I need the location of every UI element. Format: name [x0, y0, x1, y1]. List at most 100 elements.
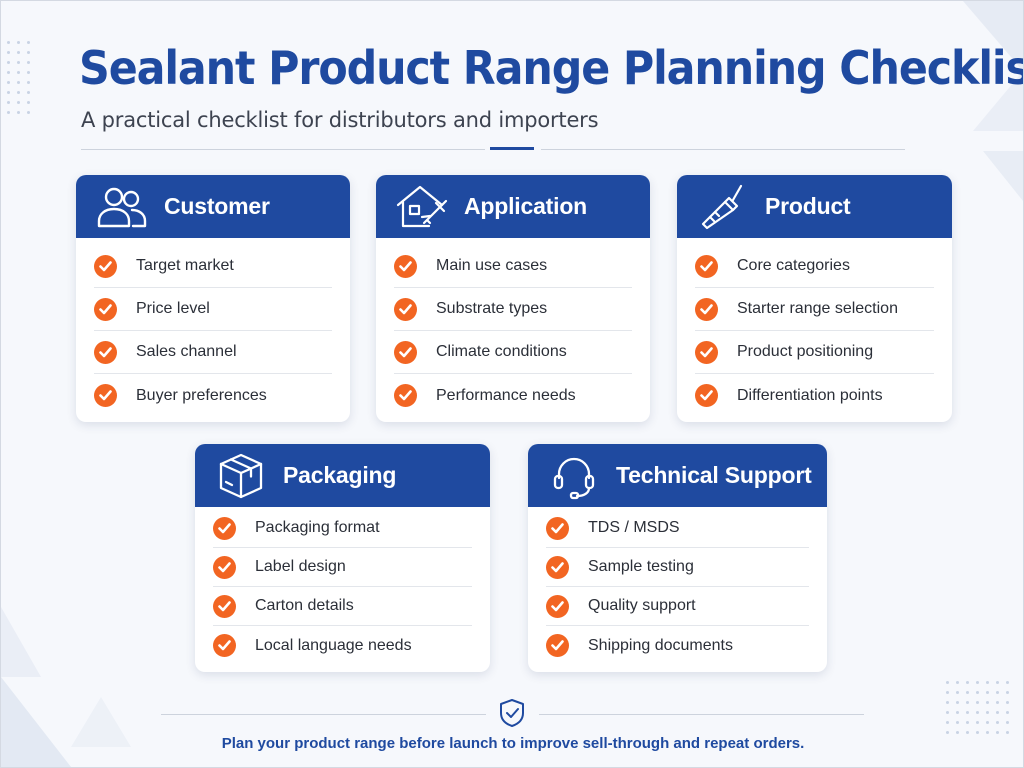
card-header: Product	[677, 175, 952, 238]
checklist-item: Starter range selection	[695, 288, 934, 331]
checklist-item: Core categories	[695, 245, 934, 288]
checklist-item: Main use cases	[394, 245, 632, 288]
check-icon	[213, 516, 236, 540]
checklist-item: Sales channel	[94, 331, 332, 374]
card-application: Application Main use cases Substrate typ…	[376, 175, 650, 422]
card-title: Technical Support	[616, 462, 812, 488]
checklist-item-label: Climate conditions	[436, 343, 567, 360]
checklist-item: Sample testing	[546, 548, 809, 587]
divider	[541, 149, 905, 150]
card-title: Product	[765, 193, 851, 219]
check-icon	[213, 594, 236, 618]
checklist: Packaging format Label design Carton det…	[195, 507, 490, 665]
checklist-item-label: Buyer preferences	[136, 386, 267, 404]
check-icon	[695, 254, 718, 278]
checklist-item-label: Starter range selection	[737, 300, 898, 317]
checklist-item: Label design	[213, 548, 472, 587]
decor-triangle	[1, 607, 41, 677]
checklist-item: Differentiation points	[695, 374, 934, 417]
card-header: Technical Support	[528, 444, 827, 507]
card-packaging: Packaging Packaging format Label design …	[195, 444, 490, 672]
checklist-item-label: Differentiation points	[737, 386, 883, 404]
check-icon	[695, 384, 718, 407]
shield-check-icon	[498, 698, 526, 728]
check-icon	[213, 555, 236, 579]
card-product: Product Core categories Starter range se…	[677, 175, 952, 422]
card-technical-support: Technical Support TDS / MSDS Sample test…	[528, 444, 827, 672]
check-icon	[94, 340, 117, 364]
decor-triangle	[963, 1, 1023, 71]
checklist-item-label: Product positioning	[737, 343, 874, 360]
checklist-item-label: Local language needs	[255, 636, 412, 654]
check-icon	[695, 340, 718, 364]
decor-dots	[7, 41, 30, 114]
box-icon	[211, 451, 271, 501]
page-subtitle: A practical checklist for distributors a…	[81, 108, 599, 132]
checklist-item: Performance needs	[394, 374, 632, 417]
checklist: Main use cases Substrate types Climate c…	[376, 238, 650, 417]
checklist-item-label: Quality support	[588, 597, 696, 614]
house-caulk-gun-icon	[392, 182, 452, 232]
check-icon	[546, 594, 569, 618]
checklist-item-label: Price level	[136, 300, 210, 317]
checklist-item-label: Target market	[136, 257, 234, 274]
checklist-item: Packaging format	[213, 509, 472, 548]
check-icon	[394, 384, 417, 407]
card-header: Application	[376, 175, 650, 238]
checklist-item-label: Sample testing	[588, 558, 694, 575]
page-title: Sealant Product Range Planning Checklist	[79, 41, 1024, 95]
checklist-item-label: Sales channel	[136, 343, 237, 360]
checklist-item: Local language needs	[213, 626, 472, 665]
checklist-item-label: Core categories	[737, 257, 850, 274]
checklist-item: Buyer preferences	[94, 374, 332, 417]
check-icon	[213, 634, 236, 657]
divider-accent	[490, 147, 534, 150]
check-icon	[94, 297, 117, 321]
card-title: Application	[464, 193, 588, 219]
checklist: Core categories Starter range selection …	[677, 238, 952, 417]
check-icon	[94, 384, 117, 407]
headset-icon	[544, 451, 604, 501]
check-icon	[546, 555, 569, 579]
checklist-item: Climate conditions	[394, 331, 632, 374]
checklist: TDS / MSDS Sample testing Quality suppor…	[528, 507, 827, 665]
checklist-item: Price level	[94, 288, 332, 331]
checklist-item-label: TDS / MSDS	[588, 519, 680, 536]
checklist-item: Product positioning	[695, 331, 934, 374]
checklist-item-label: Performance needs	[436, 386, 576, 404]
checklist-item-label: Shipping documents	[588, 636, 733, 654]
checklist-item: TDS / MSDS	[546, 509, 809, 548]
check-icon	[394, 254, 417, 278]
check-icon	[94, 254, 117, 278]
decor-triangle	[71, 697, 131, 747]
card-customer: Customer Target market Price level Sales…	[76, 175, 350, 422]
decor-triangle	[983, 151, 1023, 201]
card-title: Customer	[164, 193, 270, 219]
decor-triangle	[1, 677, 71, 767]
check-icon	[394, 297, 417, 321]
checklist-item-label: Substrate types	[436, 300, 548, 317]
checklist-item-label: Carton details	[255, 597, 354, 614]
checklist-item: Target market	[94, 245, 332, 288]
checklist-item-label: Label design	[255, 558, 346, 575]
card-title: Packaging	[283, 462, 397, 488]
checklist-item: Quality support	[546, 587, 809, 626]
checklist-item-label: Main use cases	[436, 257, 548, 274]
sealant-tube-icon	[693, 182, 753, 232]
decor-triangle	[973, 71, 1023, 131]
footer-divider	[539, 714, 864, 715]
checklist-item: Carton details	[213, 587, 472, 626]
checklist-item: Substrate types	[394, 288, 632, 331]
footer-note: Plan your product range before launch to…	[221, 735, 805, 752]
decor-dots	[946, 681, 1009, 734]
card-header: Packaging	[195, 444, 490, 507]
divider	[81, 149, 485, 150]
users-icon	[92, 182, 152, 232]
footer-divider	[161, 714, 486, 715]
check-icon	[394, 340, 417, 364]
check-icon	[546, 516, 569, 540]
checklist-item-label: Packaging format	[255, 519, 380, 536]
checklist-item: Shipping documents	[546, 626, 809, 665]
card-header: Customer	[76, 175, 350, 238]
